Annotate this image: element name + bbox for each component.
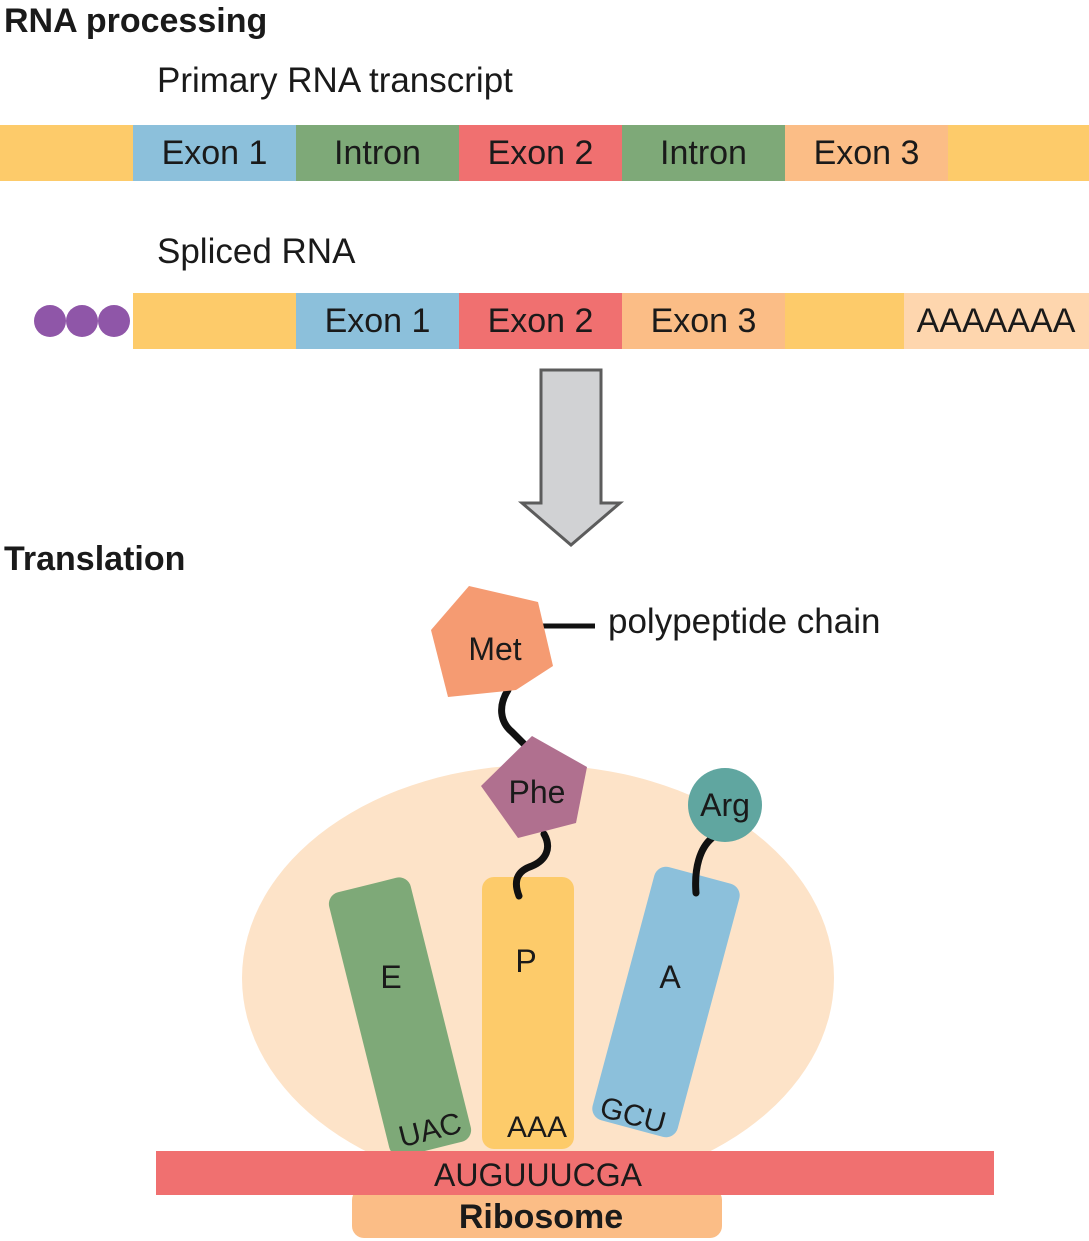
site-a-label: A (659, 959, 681, 995)
spliced-exon-3-label: Exon 3 (651, 302, 757, 340)
arg-label: Arg (700, 787, 750, 823)
primary-exon-1-label: Exon 1 (162, 134, 268, 172)
primary-exon-3-label: Exon 3 (814, 134, 920, 172)
polypeptide-chain-label: polypeptide chain (608, 602, 880, 641)
primary-intron-1-label: Intron (334, 134, 421, 172)
cap-circle-2 (66, 305, 98, 337)
anticodon-p: AAA (507, 1111, 567, 1144)
ribosome-label: Ribosome (459, 1198, 623, 1236)
rna-processing-heading: RNA processing (4, 2, 267, 40)
spliced-exon-1-label: Exon 1 (325, 302, 431, 340)
phe-label: Phe (509, 774, 566, 810)
mrna-sequence: AUGUUUCGA (434, 1157, 643, 1193)
spliced-rna-label: Spliced RNA (157, 232, 356, 271)
site-e-label: E (380, 959, 401, 995)
primary-transcript-bar: Exon 1 Intron Exon 2 Intron Exon 3 (0, 125, 1089, 181)
primary-utr-3 (948, 125, 1089, 181)
spliced-exon-2-label: Exon 2 (488, 302, 594, 340)
spliced-rna-bar: Exon 1 Exon 2 Exon 3 AAAAAAA (34, 293, 1089, 349)
down-arrow-icon (522, 370, 620, 545)
cap-circle-1 (34, 305, 66, 337)
met-label: Met (468, 631, 521, 667)
spliced-utr-5 (133, 293, 296, 349)
primary-transcript-label: Primary RNA transcript (157, 61, 513, 100)
spliced-utr-3 (785, 293, 904, 349)
primary-intron-2-label: Intron (660, 134, 747, 172)
primary-exon-2-label: Exon 2 (488, 134, 594, 172)
poly-a-label: AAAAAAA (917, 302, 1076, 340)
trna-p-body (482, 877, 574, 1149)
cap-circle-3 (98, 305, 130, 337)
translation-heading: Translation (4, 540, 185, 578)
primary-utr-5 (0, 125, 133, 181)
site-p-label: P (515, 943, 536, 979)
